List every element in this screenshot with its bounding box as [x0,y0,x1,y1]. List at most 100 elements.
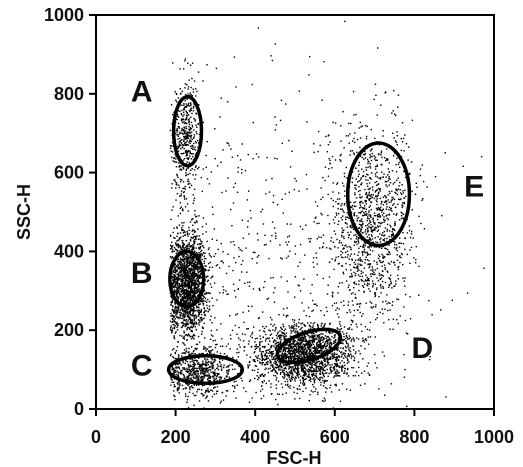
scatter-point [281,331,283,333]
scatter-point [283,372,285,374]
scatter-point [312,323,315,325]
scatter-point [264,358,267,360]
scatter-point [185,318,188,321]
scatter-point [171,301,173,303]
scatter-point [184,289,186,291]
scatter-point [373,197,375,200]
scatter-point [313,356,315,358]
scatter-point [182,288,184,290]
scatter-point [268,380,270,382]
scatter-point [180,291,183,293]
scatter-point [276,372,279,375]
scatter-point [186,154,189,157]
scatter-point [294,367,296,369]
scatter-point [173,319,175,321]
scatter-point [184,285,187,287]
scatter-point [312,340,314,343]
scatter-point [394,264,396,266]
scatter-point [360,372,363,374]
scatter-point [192,379,194,381]
scatter-point [180,148,182,150]
scatter-point [173,323,175,326]
scatter-point [322,345,324,347]
scatter-point [176,321,178,324]
scatter-point [299,350,302,352]
scatter-point [175,291,177,293]
scatter-point [319,342,321,344]
scatter-point [187,272,189,274]
scatter-point [367,185,369,187]
scatter-point [175,371,177,373]
scatter-point [169,248,172,250]
scatter-point [278,367,280,369]
scatter-point [185,141,187,144]
scatter-point [190,325,192,328]
scatter-point [210,350,212,352]
scatter-point [309,356,312,358]
scatter-point [187,144,189,146]
scatter-point [206,367,208,369]
scatter-point [192,299,195,301]
scatter-point [299,329,301,331]
scatter-point [200,316,203,319]
scatter-point [207,292,210,294]
scatter-point [173,266,176,269]
scatter-point [182,229,184,231]
scatter-point [186,157,188,160]
scatter-point [172,279,174,281]
scatter-point [220,368,223,370]
scatter-point [279,373,282,375]
scatter-point [316,344,318,346]
scatter-point [330,346,332,348]
scatter-point [190,291,192,294]
population-points-C [169,334,258,409]
scatter-point [318,360,321,363]
scatter-point [286,347,288,350]
scatter-point [304,378,307,380]
scatter-point [280,339,282,341]
scatter-point [305,340,307,343]
scatter-point [292,366,294,368]
scatter-point [361,315,363,317]
scatter-point [210,256,212,258]
scatter-point [279,363,282,366]
scatter-point [191,126,194,128]
scatter-point [289,352,291,355]
scatter-point [312,336,314,338]
scatter-point [329,342,331,344]
scatter-point [191,276,193,279]
scatter-point [339,323,341,325]
scatter-point [186,153,188,156]
scatter-point [301,370,303,372]
scatter-point [270,351,273,353]
scatter-point [326,372,328,374]
scatter-point [261,354,263,356]
scatter-point [191,168,193,170]
scatter-point [178,317,180,320]
scatter-point [194,281,196,283]
scatter-point [207,248,210,251]
scatter-point [273,367,275,370]
scatter-point [330,369,332,371]
scatter-point [171,276,174,278]
scatter-point [320,360,323,362]
scatter-point [291,353,293,356]
scatter-point [181,280,183,282]
scatter-point [345,334,348,337]
scatter-point [297,345,299,348]
scatter-point [183,262,186,265]
scatter-point [205,166,207,169]
scatter-point [191,77,193,80]
scatter-point [190,371,192,373]
scatter-point [300,346,303,348]
scatter-point [173,111,175,113]
scatter-point [326,368,328,371]
scatter-point [297,366,299,368]
scatter-point [352,355,354,357]
scatter-point [171,151,174,153]
scatter-point [366,213,368,215]
scatter-point [200,240,202,242]
scatter-point [182,225,184,227]
scatter-point [259,362,261,364]
scatter-point [330,355,332,358]
